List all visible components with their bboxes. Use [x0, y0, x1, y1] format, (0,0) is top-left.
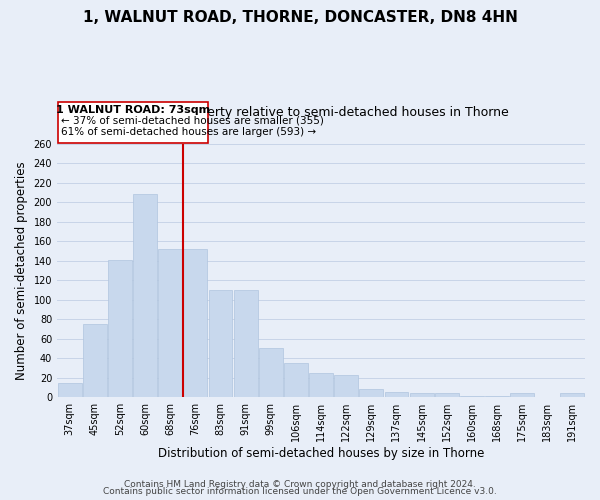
Bar: [510, 394, 534, 397]
Bar: [560, 394, 584, 397]
Bar: [435, 394, 458, 397]
Bar: [385, 392, 409, 397]
Text: 61% of semi-detached houses are larger (593) →: 61% of semi-detached houses are larger (…: [61, 127, 316, 137]
Bar: [158, 249, 182, 397]
Title: Size of property relative to semi-detached houses in Thorne: Size of property relative to semi-detach…: [133, 106, 509, 119]
X-axis label: Distribution of semi-detached houses by size in Thorne: Distribution of semi-detached houses by …: [158, 447, 484, 460]
Bar: [133, 194, 157, 397]
Bar: [485, 396, 509, 397]
Text: ← 37% of semi-detached houses are smaller (355): ← 37% of semi-detached houses are smalle…: [61, 116, 324, 126]
FancyBboxPatch shape: [58, 102, 208, 142]
Bar: [259, 348, 283, 397]
Bar: [309, 373, 333, 397]
Bar: [359, 390, 383, 397]
Bar: [460, 396, 484, 397]
Bar: [233, 290, 257, 397]
Bar: [209, 290, 232, 397]
Text: 1, WALNUT ROAD, THORNE, DONCASTER, DN8 4HN: 1, WALNUT ROAD, THORNE, DONCASTER, DN8 4…: [83, 10, 517, 25]
Text: Contains public sector information licensed under the Open Government Licence v3: Contains public sector information licen…: [103, 487, 497, 496]
Bar: [284, 363, 308, 397]
Bar: [58, 382, 82, 397]
Bar: [184, 249, 207, 397]
Bar: [108, 260, 132, 397]
Y-axis label: Number of semi-detached properties: Number of semi-detached properties: [15, 161, 28, 380]
Text: 1 WALNUT ROAD: 73sqm: 1 WALNUT ROAD: 73sqm: [56, 104, 210, 115]
Text: Contains HM Land Registry data © Crown copyright and database right 2024.: Contains HM Land Registry data © Crown c…: [124, 480, 476, 489]
Bar: [334, 375, 358, 397]
Bar: [83, 324, 107, 397]
Bar: [410, 394, 434, 397]
